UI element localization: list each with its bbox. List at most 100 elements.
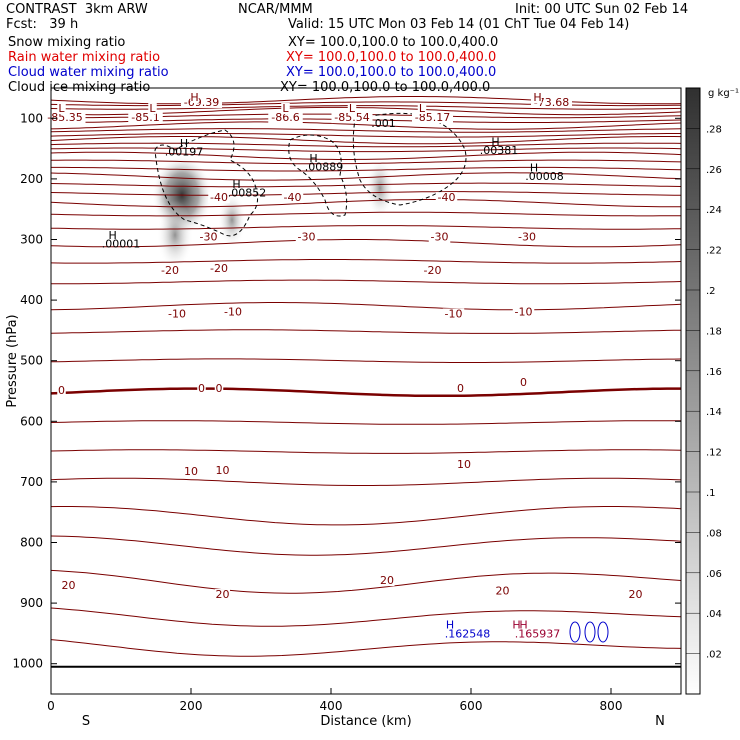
label-background	[281, 192, 304, 204]
label-background	[281, 103, 290, 115]
label-background	[183, 466, 199, 478]
temperature-label: 20	[629, 588, 643, 601]
field-snow-name: Snow mixing ratio	[8, 35, 126, 50]
cloud-water-contour	[569, 621, 581, 643]
colorbar-tick-label: .22	[706, 246, 722, 257]
field-cloudwater-xy: XY= 100.0,100.0 to 100.0,400.0	[286, 65, 497, 80]
label-background	[442, 308, 465, 320]
temperature-label: -30	[518, 231, 536, 244]
temperature-label: 10	[457, 458, 471, 471]
extremum-label: .162548	[445, 628, 491, 641]
label-background	[214, 383, 224, 394]
isotherm-line	[51, 358, 681, 363]
isotherm-line	[51, 121, 681, 130]
snow-shading-mid	[366, 158, 394, 218]
label-background	[61, 579, 76, 591]
temperature-label: -20	[210, 262, 228, 275]
temperature-label: 10	[184, 465, 198, 478]
colorbar-tick-label: .08	[706, 528, 722, 539]
label-background	[412, 112, 453, 124]
extremum-label: H	[180, 137, 188, 150]
extremum-label: H	[446, 619, 454, 632]
colorbar-tick-label: .28	[706, 124, 722, 135]
temperature-label: 20	[62, 579, 76, 592]
extremum-label: .00197	[165, 145, 204, 158]
temperature-label: -85.35	[47, 111, 82, 124]
label-background	[148, 103, 157, 115]
isotherm-line	[51, 607, 681, 627]
x-axis-label: Distance (km)	[320, 714, 411, 729]
y-tick-label: 400	[20, 293, 43, 307]
colorbar-tick-label: .04	[706, 609, 722, 620]
extremum-label: .00008	[525, 170, 564, 183]
colorbar-tick-label: .12	[706, 448, 722, 459]
temperature-label: -10	[515, 306, 533, 319]
isotherm-line	[51, 569, 681, 594]
isotherm-line	[51, 302, 681, 311]
project-title: CONTRAST 3km ARW	[6, 2, 148, 17]
label-background	[197, 231, 220, 243]
colorbar-tick-label: .02	[706, 650, 722, 661]
temperature-label: 0	[58, 384, 65, 397]
x-endpoint-left: S	[82, 714, 90, 729]
colorbar-tick-label: .14	[706, 407, 722, 418]
y-tick-label: 800	[20, 536, 43, 550]
isotherm-line	[51, 420, 681, 425]
label-background	[159, 264, 181, 276]
x-tick-label: 400	[320, 699, 343, 713]
temperature-label: -85.54	[334, 111, 369, 124]
colorbar-unit: g kg⁻¹	[708, 88, 739, 99]
extremum-label: .00889	[305, 160, 344, 173]
label-background	[519, 376, 528, 388]
y-tick-label: 200	[20, 172, 43, 186]
plot-frame	[50, 87, 682, 695]
label-background	[208, 192, 230, 204]
isotherm-line	[51, 535, 681, 556]
label-background	[379, 575, 395, 587]
field-rain-name: Rain water mixing ratio	[8, 50, 161, 65]
colorbar-tick-label: .18	[706, 326, 722, 337]
isotherm-line	[51, 329, 681, 334]
cloud-ice-outline	[154, 129, 259, 237]
y-tick-label: 100	[20, 111, 43, 125]
label-background	[181, 96, 222, 108]
init-time: Init: 00 UTC Sun 02 Feb 14	[515, 2, 689, 17]
x-endpoint-right: N	[655, 714, 665, 729]
isotherm-line	[51, 259, 681, 264]
temperature-label: L	[419, 102, 426, 115]
temperature-label: -85.1	[131, 111, 159, 124]
isotherm-line	[51, 279, 681, 285]
temperature-label: 20	[216, 588, 230, 601]
field-rain-xy: XY= 100.0,100.0 to 100.0,400.0	[286, 50, 497, 65]
isotherm-line	[51, 166, 681, 172]
extremum-label: H	[232, 178, 240, 191]
label-background	[268, 112, 303, 124]
isotherm-line	[51, 449, 681, 454]
label-background	[222, 306, 244, 318]
field-snow-xy: XY= 100.0,100.0 to 100.0,400.0	[288, 35, 499, 50]
label-background	[215, 464, 230, 476]
isotherm-line	[51, 477, 681, 486]
isotherm-line	[51, 211, 681, 217]
field-cloudwater-name: Cloud water mixing ratio	[8, 65, 169, 80]
temperature-label: -30	[200, 231, 218, 244]
isotherm-line	[51, 142, 681, 148]
temperature-label: 0	[198, 382, 205, 395]
label-background	[331, 112, 373, 124]
x-tick-label: 200	[180, 699, 203, 713]
isotherm-line	[51, 128, 681, 133]
label-background	[516, 231, 538, 243]
label-background	[128, 112, 163, 124]
cloud-ice-outline	[288, 134, 348, 217]
label-background	[57, 384, 66, 396]
colorbar-ramp	[685, 87, 701, 695]
extremum-label: H	[309, 152, 317, 165]
isotherm-line	[51, 239, 681, 248]
temperature-label: -20	[424, 264, 442, 277]
label-background	[628, 589, 643, 601]
extremum-label: .00001	[102, 237, 141, 250]
temperature-label: -85.17	[415, 111, 450, 124]
isotherm-line	[51, 639, 681, 657]
temperature-label: H	[533, 91, 541, 104]
